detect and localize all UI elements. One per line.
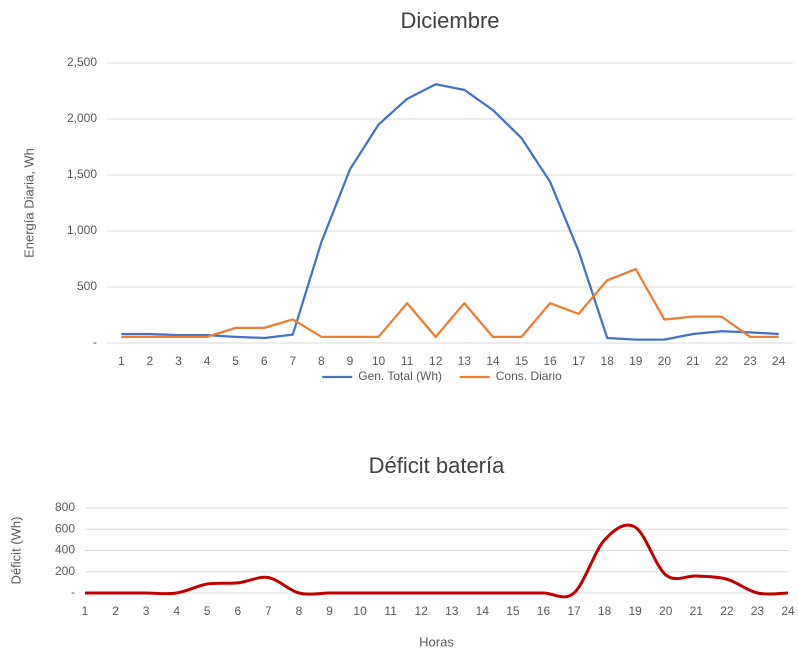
x-tick-label: 1 [118,354,125,368]
x-tick-label: 1 [82,604,89,618]
x-tick-label: 3 [143,604,150,618]
y-tick-label: 800 [55,500,75,514]
y-axis-title: Déficit (Wh) [8,517,23,585]
x-tick-label: 16 [537,604,551,618]
x-tick-label: 12 [429,354,443,368]
x-tick-label: 5 [204,604,211,618]
x-tick-label: 24 [781,604,795,618]
x-tick-label: 12 [415,604,429,618]
x-tick-label: 8 [296,604,303,618]
y-tick-label: - [93,335,97,349]
x-tick-label: 16 [543,354,557,368]
x-tick-label: 23 [743,354,757,368]
x-tick-label: 24 [772,354,786,368]
x-tick-label: 20 [658,354,672,368]
x-tick-label: 10 [372,354,386,368]
x-tick-label: 22 [715,354,729,368]
x-tick-label: 17 [567,604,581,618]
x-tick-label: 15 [506,604,520,618]
x-tick-label: 20 [659,604,673,618]
legend-label: Gen. Total (Wh) [358,369,442,383]
x-tick-label: 13 [458,354,472,368]
x-tick-label: 18 [598,604,612,618]
series-line [85,523,789,599]
x-tick-label: 2 [147,354,154,368]
x-tick-label: 22 [720,604,734,618]
x-tick-label: 11 [384,604,397,618]
x-tick-label: 2 [112,604,119,618]
x-tick-label: 8 [318,354,325,368]
x-tick-label: 18 [601,354,615,368]
x-tick-label: 6 [261,354,268,368]
chart-title: Déficit batería [369,453,505,478]
x-tick-label: 23 [751,604,765,618]
x-tick-label: 6 [234,604,241,618]
x-axis-title: Horas [419,634,454,649]
x-tick-label: 21 [690,604,704,618]
y-tick-label: 1,000 [67,223,97,237]
series-line [121,83,779,341]
x-tick-label: 10 [353,604,367,618]
x-tick-label: 21 [686,354,700,368]
x-tick-label: 14 [476,604,490,618]
series-line [121,267,779,338]
x-tick-label: 3 [175,354,182,368]
x-tick-label: 19 [629,354,643,368]
x-tick-label: 19 [628,604,642,618]
x-tick-label: 13 [445,604,459,618]
x-tick-label: 7 [265,604,272,618]
x-tick-label: 4 [173,604,180,618]
legend-label: Cons. Diario [496,369,562,383]
y-tick-label: 2,500 [67,55,97,69]
x-tick-label: 5 [232,354,239,368]
y-tick-label: 1,500 [67,167,97,181]
x-tick-label: 4 [204,354,211,368]
chart-title: Diciembre [400,8,499,33]
x-tick-label: 11 [401,354,414,368]
x-tick-label: 9 [347,354,354,368]
y-axis-title: Energía Diaria, Wh [21,148,36,258]
x-tick-label: 7 [289,354,296,368]
y-tick-label: 2,000 [67,111,97,125]
x-tick-label: 9 [326,604,333,618]
x-tick-label: 15 [515,354,529,368]
y-tick-label: 400 [55,543,75,557]
y-tick-label: 600 [55,521,75,535]
y-tick-label: - [71,585,75,599]
x-tick-label: 14 [486,354,500,368]
x-tick-label: 17 [572,354,586,368]
y-tick-label: 200 [55,564,75,578]
y-tick-label: 500 [77,279,97,293]
